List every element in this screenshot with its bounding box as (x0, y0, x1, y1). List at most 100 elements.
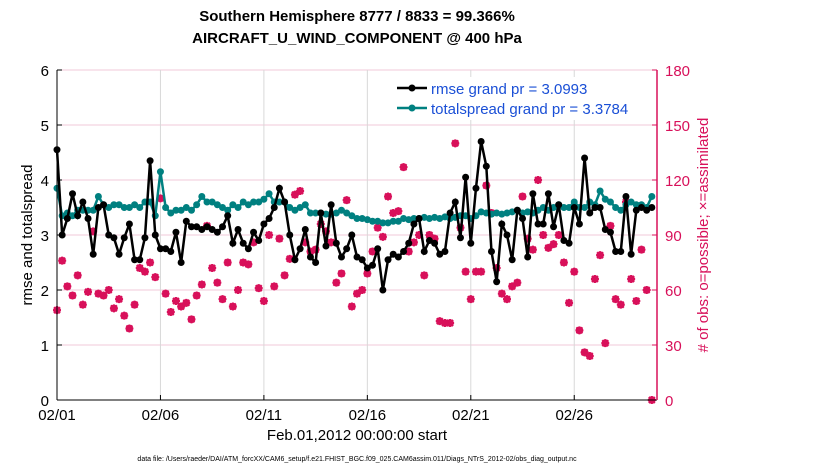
obs-assimilated-point (234, 286, 243, 294)
obs-assimilated-point (508, 282, 517, 291)
obs-possible-point (182, 299, 191, 307)
totalspread-point (234, 204, 242, 211)
obs-assimilated-point (384, 192, 393, 201)
totalspread-point (275, 198, 283, 206)
x-tick-label: 02/01 (38, 407, 76, 424)
y-right-tick-label: 150 (665, 118, 690, 135)
obs-assimilated-point (89, 227, 98, 236)
y-right-tick-label: 120 (665, 173, 690, 190)
totalspread-point (343, 209, 351, 217)
legend-spread-label: totalspread grand pr = 3.3784 (431, 101, 628, 118)
totalspread-point (301, 201, 309, 209)
obs-assimilated-point (503, 295, 511, 304)
obs-assimilated-point (259, 297, 268, 305)
rmse-point (622, 193, 630, 200)
obs-possible-point (632, 297, 641, 305)
obs-assimilated-point (606, 221, 615, 230)
obs-possible-point (570, 267, 578, 276)
obs-assimilated-point (554, 231, 563, 239)
obs-possible-point (208, 264, 216, 272)
x-axis-label: Feb.01,2012 00:00:00 start (267, 427, 448, 444)
obs-possible-point (611, 295, 620, 303)
totalspread-point (156, 168, 164, 176)
obs-possible-point (84, 288, 92, 296)
rmse-point (436, 250, 444, 258)
rmse-point (544, 190, 552, 198)
x-tick-label: 02/16 (349, 407, 387, 424)
totalspread-point (125, 204, 133, 211)
obs-assimilated-point (637, 245, 646, 254)
obs-possible-point (187, 315, 196, 324)
totalspread-point (244, 201, 252, 209)
totalspread-point (581, 204, 589, 211)
x-tick-label: 02/26 (555, 407, 593, 424)
totalspread-point (136, 204, 144, 211)
obs-possible-point (348, 302, 356, 311)
obs-assimilated-point (440, 319, 449, 327)
obs-possible-point (529, 245, 537, 254)
obs-assimilated-point (58, 256, 67, 265)
obs-possible-point (167, 308, 175, 316)
chart-title-line1: Southern Hemisphere 8777 / 8833 = 99.366… (199, 8, 515, 25)
rmse-point (141, 234, 149, 242)
obs-assimilated-point (446, 319, 455, 327)
rmse-point (125, 220, 133, 228)
y-axis-right-label: # of obs: o=possible; ×=assimilated (695, 118, 712, 353)
totalspread-point (617, 206, 625, 214)
obs-possible-point (441, 319, 449, 327)
totalspread-point (612, 204, 620, 211)
rmse-point (234, 226, 242, 233)
rmse-point (519, 215, 527, 222)
obs-possible-point (280, 271, 289, 280)
obs-possible-point (73, 271, 82, 280)
obs-assimilated-point (363, 269, 372, 278)
totalspread-point (162, 204, 170, 211)
obs-assimilated-point (244, 260, 253, 269)
obs-possible-point (627, 275, 635, 283)
rmse-point (369, 261, 377, 269)
obs-assimilated-point (104, 286, 113, 294)
obs-possible-point (218, 295, 227, 303)
obs-possible-point (575, 326, 584, 335)
obs-assimilated-point (409, 238, 418, 247)
y-right-tick-label: 0 (665, 393, 673, 410)
obs-assimilated-point (415, 231, 424, 239)
obs-assimilated-point (265, 231, 274, 239)
rmse-point (394, 253, 402, 261)
rmse-point (539, 220, 547, 228)
rmse-point (363, 264, 371, 272)
obs-assimilated-point (497, 289, 506, 298)
obs-assimilated-point (549, 240, 558, 249)
obs-assimilated-point (378, 232, 387, 241)
obs-possible-point (244, 260, 253, 269)
x-tick-label: 02/21 (452, 407, 490, 424)
rmse-point (575, 220, 583, 228)
rmse-point (84, 215, 92, 222)
rmse-point (524, 253, 532, 261)
obs-possible-point (141, 267, 149, 276)
rmse-point (425, 237, 433, 244)
obs-assimilated-point (177, 302, 186, 311)
rmse-point (472, 184, 480, 192)
rmse-point (389, 250, 397, 258)
rmse-point (513, 206, 521, 214)
obs-possible-point (554, 231, 563, 239)
obs-possible-point (136, 264, 144, 272)
totalspread-point (260, 195, 268, 203)
obs-assimilated-point (166, 308, 175, 316)
obs-assimilated-point (68, 291, 77, 300)
obs-assimilated-point (125, 324, 134, 333)
obs-assimilated-point (347, 302, 356, 311)
obs-possible-point (110, 304, 118, 313)
rmse-point (182, 217, 190, 225)
obs-assimilated-point (187, 315, 196, 324)
rmse-point (229, 239, 237, 247)
obs-possible-point (544, 244, 553, 252)
obs-assimilated-point (84, 287, 93, 296)
obs-possible-point (420, 271, 428, 280)
rmse-point (632, 206, 640, 214)
rmse-point (348, 231, 356, 239)
rmse-point (177, 259, 185, 266)
rmse-point (627, 250, 635, 258)
